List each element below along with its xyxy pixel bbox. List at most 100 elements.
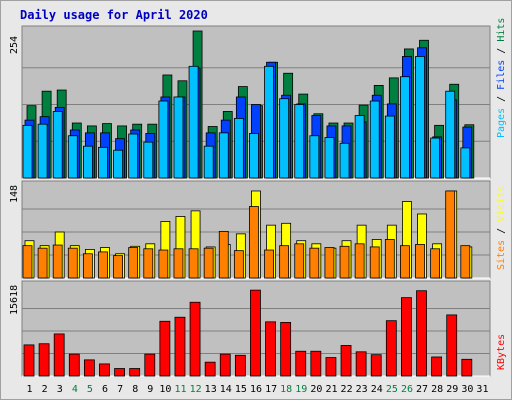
kbytes-bar bbox=[385, 320, 397, 377]
kbytes-bar bbox=[234, 354, 246, 377]
pages-bar bbox=[22, 124, 33, 179]
x-tick-label: 24 bbox=[371, 384, 383, 395]
pages-bar bbox=[143, 141, 154, 179]
kbytes-bar bbox=[144, 353, 156, 377]
pages-bar bbox=[294, 104, 305, 179]
pages-bar bbox=[354, 115, 365, 179]
sites-bar bbox=[415, 244, 425, 279]
legend-separator: / bbox=[496, 42, 507, 60]
sites-bar bbox=[128, 247, 139, 279]
x-tick-label: 7 bbox=[117, 384, 123, 395]
legend-separator: / bbox=[496, 90, 507, 108]
kbytes-bar bbox=[446, 314, 458, 377]
pages-bar bbox=[37, 123, 48, 179]
ymax-label-kbytes: 15618 bbox=[9, 285, 20, 315]
kbytes-bar bbox=[355, 351, 367, 377]
x-tick-label: 25 bbox=[386, 384, 398, 395]
pages-bar bbox=[128, 133, 139, 179]
sites-bar bbox=[218, 230, 229, 279]
kbytes-bar bbox=[219, 353, 231, 377]
sites-bar bbox=[173, 248, 184, 279]
sites-bar bbox=[384, 239, 395, 279]
legend-entry: Visits bbox=[496, 186, 507, 222]
x-tick-label: 18 bbox=[280, 384, 292, 395]
x-tick-label: 15 bbox=[235, 384, 247, 395]
legend-entry: Files bbox=[496, 60, 507, 90]
chart-title: Daily usage for April 2020 bbox=[20, 8, 208, 22]
kbytes-bar bbox=[68, 353, 80, 377]
kbytes-bar bbox=[129, 368, 141, 377]
sites-bar bbox=[113, 255, 123, 279]
pages-bar bbox=[52, 111, 63, 179]
panel-3 bbox=[21, 280, 491, 377]
kbytes-bar bbox=[325, 357, 337, 377]
sites-bar bbox=[203, 247, 214, 279]
pages-bar bbox=[203, 145, 214, 179]
pages-bar bbox=[430, 137, 441, 179]
kbytes-bar bbox=[461, 358, 473, 377]
sites-bar bbox=[309, 247, 320, 279]
sites-bar bbox=[22, 245, 33, 279]
ymax-label-hits: 254 bbox=[9, 36, 20, 54]
pages-bar bbox=[233, 117, 244, 179]
x-tick-label: 23 bbox=[356, 384, 368, 395]
x-tick-label: 28 bbox=[431, 384, 443, 395]
x-tick-label: 10 bbox=[159, 384, 171, 395]
x-tick-label: 22 bbox=[341, 384, 353, 395]
sites-bar bbox=[233, 250, 244, 279]
x-tick-label: 20 bbox=[310, 384, 322, 395]
pages-bar bbox=[460, 147, 471, 179]
kbytes-bar bbox=[53, 333, 65, 377]
sites-bar bbox=[264, 249, 274, 279]
sites-bar bbox=[249, 206, 259, 279]
x-tick-label: 13 bbox=[205, 384, 217, 395]
x-tick-label: 21 bbox=[325, 384, 337, 395]
legend-entry: Hits bbox=[496, 18, 507, 42]
kbytes-bar bbox=[401, 297, 412, 377]
legend-entry: Sites bbox=[496, 240, 507, 270]
x-tick-label: 30 bbox=[461, 384, 473, 395]
panel-2 bbox=[21, 180, 491, 279]
kbytes-bar bbox=[114, 368, 125, 377]
kbytes-bar bbox=[431, 356, 443, 377]
legend-hits-panel: Pages / Files / Hits bbox=[496, 18, 507, 138]
kbytes-bar bbox=[280, 322, 292, 377]
pages-bar bbox=[324, 137, 335, 179]
x-tick-label: 3 bbox=[57, 384, 63, 395]
kbytes-bar bbox=[340, 345, 352, 377]
sites-bar bbox=[98, 251, 108, 279]
pages-bar bbox=[188, 65, 199, 179]
sites-bar bbox=[37, 247, 48, 279]
kbytes-bar bbox=[295, 350, 307, 377]
pages-bar bbox=[369, 100, 380, 179]
legend-entry: Pages bbox=[496, 108, 507, 138]
x-tick-label: 19 bbox=[295, 384, 307, 395]
x-tick-label: 16 bbox=[250, 384, 262, 395]
kbytes-bar bbox=[370, 354, 382, 377]
x-tick-label: 31 bbox=[476, 384, 488, 395]
x-tick-label: 1 bbox=[27, 384, 33, 395]
x-tick-label: 29 bbox=[446, 384, 458, 395]
sites-bar bbox=[354, 243, 365, 279]
pages-bar bbox=[445, 90, 456, 179]
sites-bar bbox=[188, 248, 199, 279]
sites-bar bbox=[369, 246, 380, 279]
x-tick-label: 4 bbox=[72, 384, 78, 395]
kbytes-bar bbox=[265, 321, 276, 377]
legend-separator: / bbox=[496, 222, 507, 240]
pages-bar bbox=[158, 100, 169, 179]
sites-bar bbox=[324, 247, 335, 279]
pages-bar bbox=[98, 146, 108, 179]
pages-bar bbox=[279, 98, 290, 179]
pages-bar bbox=[249, 133, 259, 179]
kbytes-bar bbox=[189, 301, 201, 377]
pages-bar bbox=[339, 142, 350, 179]
panel-1 bbox=[21, 25, 491, 179]
sites-bar bbox=[279, 245, 290, 279]
kbytes-bar bbox=[159, 320, 171, 377]
x-tick-label: 11 bbox=[174, 384, 186, 395]
sites-bar bbox=[143, 248, 154, 279]
x-tick-label: 14 bbox=[220, 384, 232, 395]
